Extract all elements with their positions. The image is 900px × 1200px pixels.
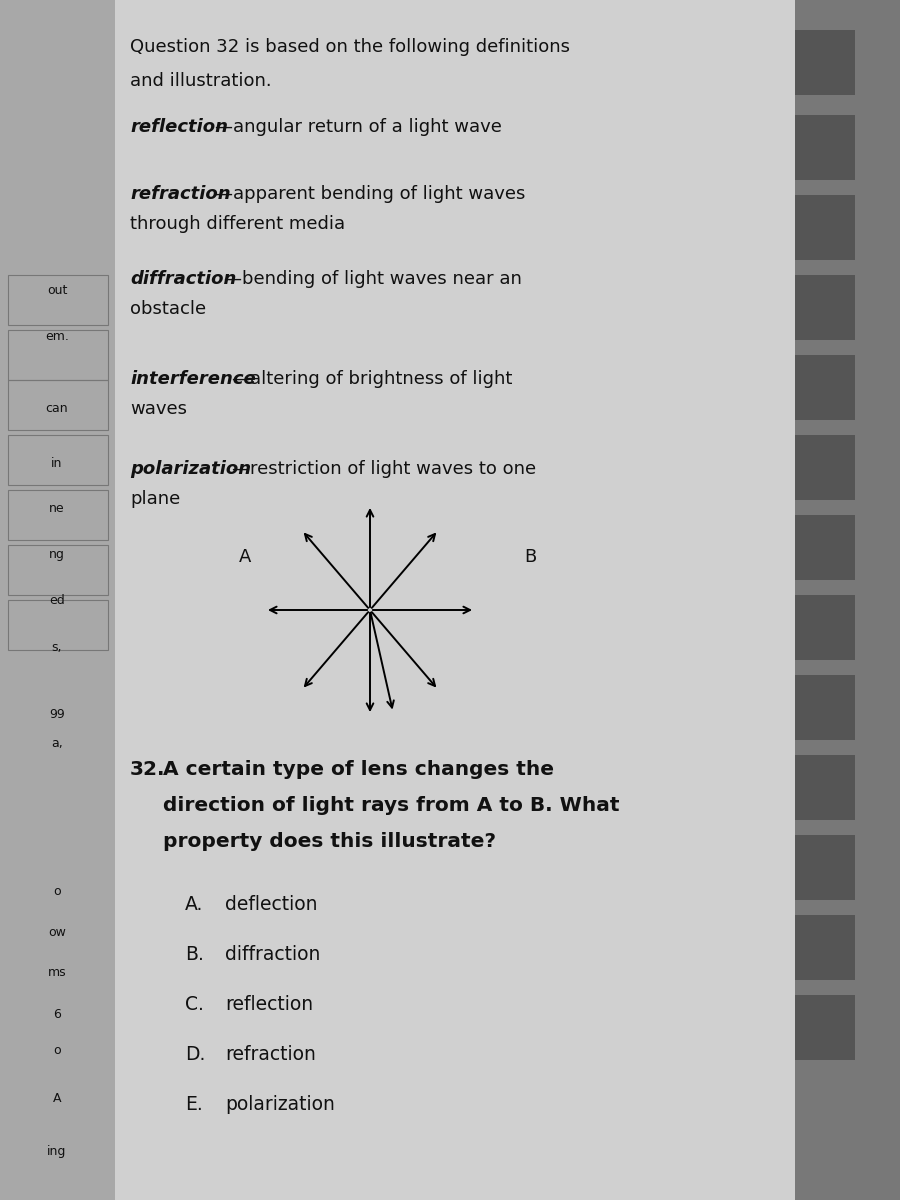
Text: ne: ne bbox=[50, 503, 65, 515]
Bar bbox=[795, 515, 855, 580]
Text: —altering of brightness of light: —altering of brightness of light bbox=[232, 370, 512, 388]
Bar bbox=[8, 380, 108, 430]
Text: B.: B. bbox=[185, 946, 204, 964]
Text: ed: ed bbox=[50, 594, 65, 606]
Bar bbox=[115, 0, 795, 1200]
Text: out: out bbox=[47, 284, 68, 296]
Text: C.: C. bbox=[185, 995, 204, 1014]
Bar bbox=[8, 490, 108, 540]
Bar bbox=[795, 355, 855, 420]
Text: —restriction of light waves to one: —restriction of light waves to one bbox=[232, 460, 536, 478]
Bar bbox=[795, 30, 855, 95]
Text: reflection: reflection bbox=[225, 995, 313, 1014]
Bar bbox=[795, 275, 855, 340]
Text: diffraction: diffraction bbox=[130, 270, 237, 288]
Text: Question 32 is based on the following definitions: Question 32 is based on the following de… bbox=[130, 38, 570, 56]
Text: —bending of light waves near an: —bending of light waves near an bbox=[223, 270, 521, 288]
Text: A: A bbox=[238, 548, 251, 566]
Bar bbox=[795, 0, 900, 1200]
Text: plane: plane bbox=[130, 490, 180, 508]
Text: A certain type of lens changes the: A certain type of lens changes the bbox=[163, 760, 554, 779]
Text: refraction: refraction bbox=[225, 1045, 316, 1064]
Text: ms: ms bbox=[48, 966, 67, 978]
Text: property does this illustrate?: property does this illustrate? bbox=[163, 832, 496, 851]
Bar bbox=[8, 330, 108, 380]
Text: D.: D. bbox=[185, 1045, 205, 1064]
Text: through different media: through different media bbox=[130, 215, 345, 233]
Text: o: o bbox=[53, 1044, 61, 1056]
Text: waves: waves bbox=[130, 400, 187, 418]
Text: 32.: 32. bbox=[130, 760, 166, 779]
Bar bbox=[795, 674, 855, 740]
Bar bbox=[795, 835, 855, 900]
Bar bbox=[795, 434, 855, 500]
Text: direction of light rays from A to B. What: direction of light rays from A to B. Wha… bbox=[163, 796, 619, 815]
Text: A.: A. bbox=[185, 895, 203, 914]
Bar bbox=[795, 755, 855, 820]
Bar bbox=[795, 995, 855, 1060]
Text: refraction: refraction bbox=[130, 185, 230, 203]
Text: polarization: polarization bbox=[225, 1094, 335, 1114]
Text: can: can bbox=[46, 402, 68, 414]
Text: A: A bbox=[53, 1092, 61, 1104]
Text: a,: a, bbox=[51, 738, 63, 750]
Text: o: o bbox=[53, 886, 61, 898]
Bar bbox=[795, 595, 855, 660]
Text: —apparent bending of light waves: —apparent bending of light waves bbox=[215, 185, 526, 203]
Text: B: B bbox=[524, 548, 536, 566]
Text: obstacle: obstacle bbox=[130, 300, 206, 318]
Bar bbox=[8, 545, 108, 595]
Text: polarization: polarization bbox=[130, 460, 251, 478]
Text: ing: ing bbox=[48, 1146, 67, 1158]
Text: deflection: deflection bbox=[225, 895, 318, 914]
Text: and illustration.: and illustration. bbox=[130, 72, 272, 90]
Text: reflection: reflection bbox=[130, 118, 228, 136]
Text: ng: ng bbox=[50, 548, 65, 560]
Text: s,: s, bbox=[52, 642, 62, 654]
Bar bbox=[795, 194, 855, 260]
Text: interference: interference bbox=[130, 370, 256, 388]
Text: ow: ow bbox=[48, 926, 66, 938]
Text: diffraction: diffraction bbox=[225, 946, 320, 964]
Bar bbox=[0, 0, 115, 1200]
Bar bbox=[8, 600, 108, 650]
Bar bbox=[8, 434, 108, 485]
Text: E.: E. bbox=[185, 1094, 202, 1114]
Text: —angular return of a light wave: —angular return of a light wave bbox=[215, 118, 502, 136]
Text: 99: 99 bbox=[50, 708, 65, 720]
Text: in: in bbox=[51, 457, 63, 469]
Text: em.: em. bbox=[45, 330, 69, 342]
Text: 6: 6 bbox=[53, 1008, 61, 1020]
Bar bbox=[795, 115, 855, 180]
Bar bbox=[795, 914, 855, 980]
Bar bbox=[8, 275, 108, 325]
